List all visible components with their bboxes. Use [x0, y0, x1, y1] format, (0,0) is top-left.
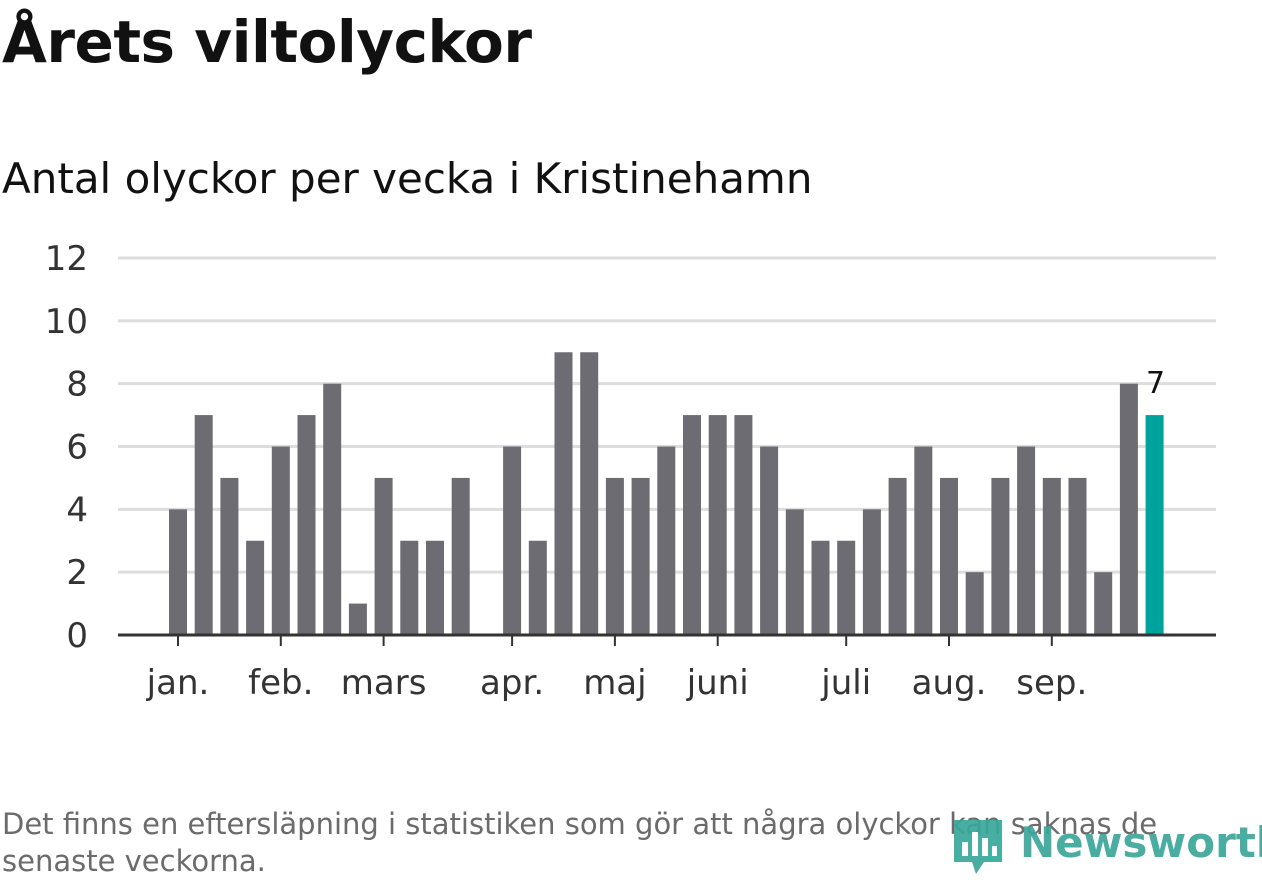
bar-week-32	[965, 572, 984, 635]
bar-week-19	[631, 477, 650, 635]
bar-week-6	[297, 415, 316, 635]
bar-week-36	[1068, 477, 1087, 635]
x-tick-label-feb: feb.	[248, 663, 313, 703]
y-axis-ticks: 0 2 4 6 8 10 12	[45, 239, 88, 656]
y-tick-label: 8	[66, 365, 88, 405]
newsworthy-logo: Newsworthy	[950, 816, 1262, 878]
bar-week-2	[194, 415, 213, 635]
bar-week-10	[400, 540, 419, 635]
x-tick-label-jan: jan.	[146, 663, 210, 703]
newsworthy-logo-icon	[954, 820, 1002, 874]
bar-week-33	[991, 477, 1010, 635]
bar-week-14	[503, 446, 522, 635]
bar-week-37	[1094, 572, 1113, 635]
y-tick-label: 6	[66, 428, 88, 468]
y-tick-label: 0	[66, 616, 88, 656]
bar-week-18	[605, 477, 624, 635]
bar-week-29	[888, 477, 907, 635]
x-tick-label-apr: apr.	[480, 663, 544, 703]
y-tick-label: 12	[45, 239, 88, 279]
bar-week-34	[1017, 446, 1036, 635]
x-tick-label-juli: juli	[820, 663, 871, 703]
bar-week-25	[785, 509, 804, 635]
bar-week-26	[811, 540, 830, 635]
x-tick-label-juni: juni	[686, 663, 749, 703]
x-tick-label-aug: aug.	[912, 663, 987, 703]
bar-week-23	[734, 415, 753, 635]
bar-week-27	[837, 540, 856, 635]
chart-title: Årets viltolyckor	[2, 8, 532, 76]
bar-week-28	[862, 509, 881, 635]
bar-week-3	[220, 477, 239, 635]
bar-week-21	[683, 415, 701, 635]
y-tick-label: 4	[66, 490, 88, 530]
bar-chart: 0 2 4 6 8 10 12 jan. feb. mars apr. maj juni juli aug…	[45, 239, 1216, 703]
bar-data-label: 7	[1146, 366, 1165, 401]
bar-week-22	[708, 415, 727, 635]
y-tick-label: 2	[66, 553, 88, 593]
bar-week-20	[657, 446, 676, 635]
bar-week-31	[940, 477, 958, 635]
bar-week-12	[451, 477, 470, 635]
bar-week-16	[554, 352, 573, 635]
x-tick-label-sep: sep.	[1016, 663, 1087, 703]
bar-week-7	[323, 383, 342, 635]
bar-week-17	[580, 352, 599, 635]
bar-week-38	[1119, 383, 1138, 635]
bar-week-35	[1042, 477, 1061, 635]
bar-latest-week	[1145, 415, 1164, 635]
bar-week-4	[246, 540, 265, 635]
bar-week-5	[271, 446, 290, 635]
bar-week-9	[374, 477, 393, 635]
chart-subtitle: Antal olyckor per vecka i Kristinehamn	[2, 154, 813, 203]
bar-week-30	[914, 446, 933, 635]
x-tick-label-mars: mars	[341, 663, 427, 703]
bar-week-1	[169, 509, 187, 635]
bar-week-8	[348, 603, 367, 635]
newsworthy-logo-text: Newsworthy	[1020, 818, 1262, 867]
x-tick-label-maj: maj	[583, 663, 646, 703]
bar-week-15	[528, 540, 547, 635]
bars	[169, 352, 1164, 635]
y-tick-label: 10	[45, 302, 88, 342]
bar-week-24	[760, 446, 779, 635]
x-axis-ticks: jan. feb. mars apr. maj juni juli aug. sep.	[146, 635, 1087, 703]
bar-labels: 7	[1146, 366, 1165, 401]
bar-week-11	[426, 540, 444, 635]
